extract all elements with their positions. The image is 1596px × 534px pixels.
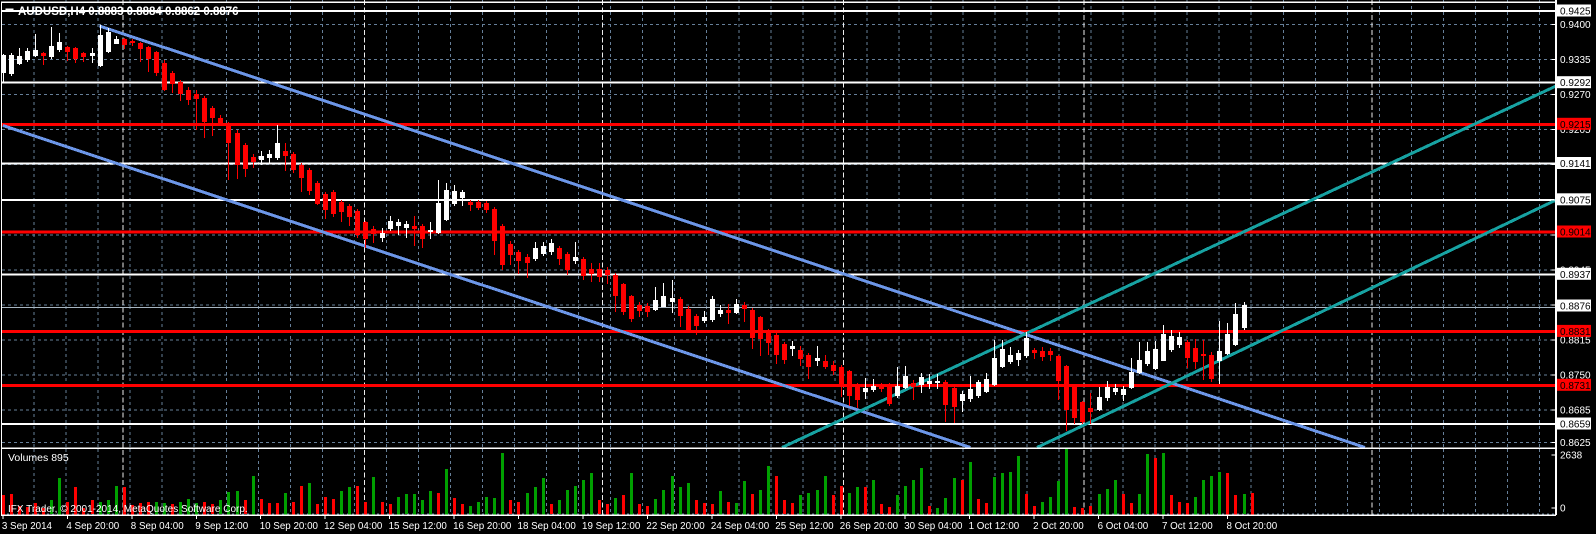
svg-text:12 Sep 04:00: 12 Sep 04:00: [324, 521, 383, 532]
svg-text:19 Sep 12:00: 19 Sep 12:00: [582, 521, 641, 532]
svg-text:0.8876: 0.8876: [1560, 302, 1591, 313]
svg-text:0.9335: 0.9335: [1560, 55, 1591, 66]
svg-text:16 Sep 20:00: 16 Sep 20:00: [453, 521, 512, 532]
svg-text:0: 0: [1560, 504, 1566, 515]
svg-text:0.9270: 0.9270: [1560, 90, 1591, 101]
svg-text:0.9215: 0.9215: [1560, 120, 1591, 131]
svg-text:0.9425: 0.9425: [1560, 7, 1591, 18]
svg-text:Volumes 895: Volumes 895: [8, 452, 69, 464]
svg-text:0.9400: 0.9400: [1560, 20, 1591, 31]
svg-text:1 Oct 12:00: 1 Oct 12:00: [969, 521, 1020, 532]
svg-text:8 Oct 20:00: 8 Oct 20:00: [1227, 521, 1278, 532]
svg-text:7 Oct 12:00: 7 Oct 12:00: [1162, 521, 1213, 532]
svg-text:4 Sep 20:00: 4 Sep 20:00: [66, 521, 119, 532]
svg-text:24 Sep 04:00: 24 Sep 04:00: [711, 521, 770, 532]
svg-text:30 Sep 04:00: 30 Sep 04:00: [904, 521, 963, 532]
svg-text:0.8831: 0.8831: [1560, 327, 1591, 338]
svg-text:22 Sep 20:00: 22 Sep 20:00: [646, 521, 705, 532]
svg-text:0.8659: 0.8659: [1560, 420, 1591, 431]
svg-text:0.8937: 0.8937: [1560, 270, 1591, 281]
svg-text:8 Sep 04:00: 8 Sep 04:00: [131, 521, 184, 532]
svg-text:2638: 2638: [1560, 451, 1583, 462]
svg-text:0.9075: 0.9075: [1560, 195, 1591, 206]
svg-text:6 Oct 04:00: 6 Oct 04:00: [1098, 521, 1149, 532]
svg-text:0.8625: 0.8625: [1560, 438, 1591, 449]
svg-text:0.9292: 0.9292: [1560, 78, 1591, 89]
svg-text:0.8685: 0.8685: [1560, 406, 1591, 417]
svg-text:3 Sep 2014: 3 Sep 2014: [2, 521, 53, 532]
svg-text:26 Sep 20:00: 26 Sep 20:00: [840, 521, 899, 532]
svg-text:25 Sep 12:00: 25 Sep 12:00: [775, 521, 834, 532]
svg-text:2 Oct 20:00: 2 Oct 20:00: [1033, 521, 1084, 532]
svg-text:9 Sep 12:00: 9 Sep 12:00: [195, 521, 248, 532]
svg-text:0.9141: 0.9141: [1560, 159, 1591, 170]
svg-text:18 Sep 04:00: 18 Sep 04:00: [518, 521, 577, 532]
svg-text:0.9014: 0.9014: [1560, 228, 1591, 239]
svg-text:0.8731: 0.8731: [1560, 381, 1591, 392]
svg-text:0.9205: 0.9205: [1560, 125, 1591, 136]
svg-text:0.8815: 0.8815: [1560, 336, 1591, 347]
svg-text:0.8750: 0.8750: [1560, 371, 1591, 382]
svg-text:IFX Trader, © 2001-2014, MetaQ: IFX Trader, © 2001-2014, MetaQuotes Soft…: [8, 504, 248, 515]
svg-text:10 Sep 20:00: 10 Sep 20:00: [260, 521, 319, 532]
svg-text:15 Sep 12:00: 15 Sep 12:00: [389, 521, 448, 532]
